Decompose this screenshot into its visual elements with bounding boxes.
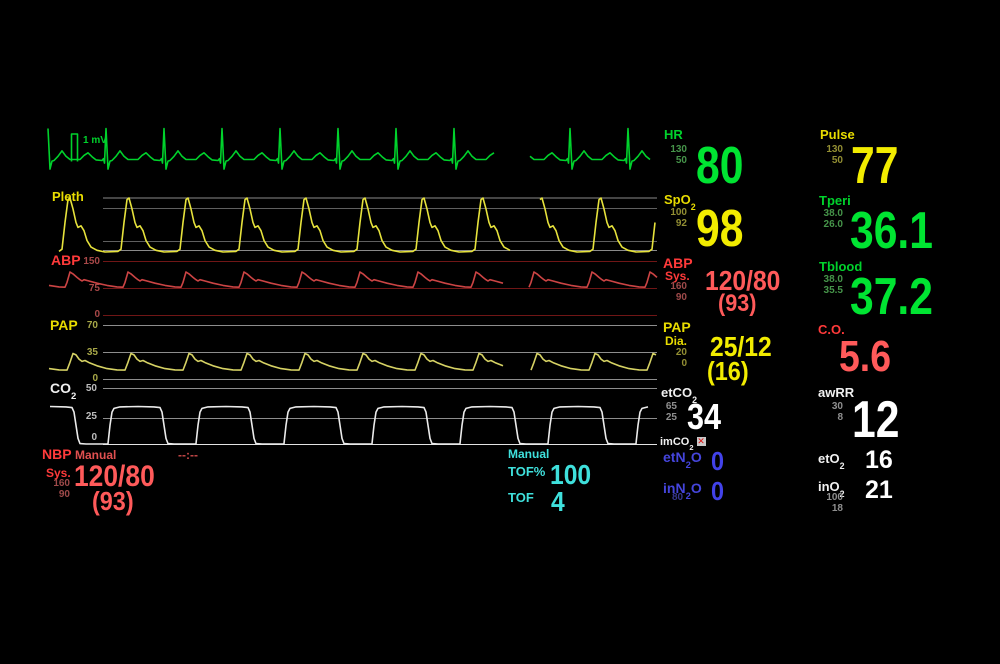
nbp-time: --:-- bbox=[178, 448, 198, 462]
tof-percent-value: 100 bbox=[550, 459, 592, 490]
nbp-mean: (93) bbox=[92, 486, 134, 516]
etco2-label: etCO2 bbox=[661, 385, 697, 405]
tblood-label: Tblood bbox=[819, 259, 863, 274]
ino2-limits: 100 18 bbox=[826, 492, 843, 514]
abp-label: ABP bbox=[663, 255, 693, 271]
spo2-label: SpO2 bbox=[664, 192, 696, 212]
co2-scale-25: 25 bbox=[85, 411, 97, 422]
tperi-value: 36.1 bbox=[850, 202, 933, 260]
tof-count-value: 4 bbox=[551, 486, 565, 517]
hr-limits: 130 50 bbox=[670, 144, 687, 166]
nbp-label: NBP bbox=[42, 446, 72, 462]
abp-limits: 160 90 bbox=[670, 281, 687, 303]
abp-scale-75: 75 bbox=[88, 283, 100, 294]
etco2-value: 34 bbox=[687, 396, 722, 437]
co-value: 5.6 bbox=[839, 332, 891, 381]
pulse-label: Pulse bbox=[820, 127, 855, 142]
abp-scale-150: 150 bbox=[83, 256, 100, 267]
inn2o-value: 0 bbox=[711, 476, 725, 506]
pulse-value: 77 bbox=[851, 137, 899, 195]
ino2-value: 21 bbox=[865, 476, 893, 504]
pulse-limits: 130 50 bbox=[826, 144, 843, 166]
pap-limits: 20 0 bbox=[675, 347, 687, 369]
tof-percent-label: TOF% bbox=[508, 464, 546, 479]
abp-wave-label[interactable]: ABP bbox=[51, 252, 81, 268]
waveform-abp bbox=[48, 271, 658, 288]
alarms-off-icon: ✕ bbox=[696, 436, 706, 446]
abp-sys-label: Sys. bbox=[665, 269, 690, 283]
pap-label: PAP bbox=[663, 319, 691, 335]
waveform-ecg bbox=[47, 127, 651, 170]
pap-scale-70: 70 bbox=[86, 320, 98, 331]
awrr-value: 12 bbox=[852, 391, 900, 449]
etn2o-value: 0 bbox=[711, 446, 725, 476]
hr-value: 80 bbox=[696, 137, 744, 195]
tblood-limits: 38.0 35.5 bbox=[823, 274, 843, 296]
spo2-limits: 100 92 bbox=[670, 207, 687, 229]
awrr-label: awRR bbox=[818, 385, 855, 400]
tblood-value: 37.2 bbox=[850, 268, 933, 326]
nbp-limits: 160 90 bbox=[53, 478, 70, 500]
etco2-limits: 65 25 bbox=[665, 401, 677, 423]
co2-wave-label[interactable]: CO2 bbox=[50, 380, 77, 402]
abp-mean: (93) bbox=[718, 290, 757, 317]
pap-dia-label: Dia. bbox=[665, 334, 688, 348]
etn2o-label: etN2O bbox=[663, 449, 702, 471]
pleth-wave-label[interactable]: Pleth bbox=[52, 189, 84, 204]
eto2-label: etO2 bbox=[818, 451, 845, 471]
tof-count-label: TOF bbox=[508, 490, 534, 505]
nbp-value: 120/80 bbox=[74, 460, 155, 493]
tof-mode-label: Manual bbox=[508, 447, 550, 461]
waveform-pleth bbox=[58, 197, 656, 253]
co2-scale-0: 0 bbox=[91, 432, 97, 443]
inn2o-label: inN2O bbox=[663, 480, 702, 502]
inn2o-limit: 80 bbox=[672, 492, 684, 503]
awrr-limits: 30 8 bbox=[831, 401, 843, 423]
tperi-label: Tperi bbox=[819, 193, 851, 208]
pap-value: 25/12 bbox=[710, 331, 772, 362]
imco2-label: imCO2✕ bbox=[660, 436, 706, 453]
ecg-cal-label: 1 mV bbox=[83, 135, 107, 146]
eto2-value: 16 bbox=[865, 446, 893, 474]
nbp-mode-label: Manual bbox=[75, 448, 117, 462]
ino2-label: inO2 bbox=[818, 479, 845, 499]
waveform-co2 bbox=[49, 405, 649, 445]
abp-scale-0: 0 bbox=[94, 309, 100, 320]
nbp-sys-label: Sys. bbox=[46, 466, 71, 480]
abp-value: 120/80 bbox=[705, 265, 781, 296]
co2-scale-50: 50 bbox=[85, 383, 97, 394]
pap-scale-35: 35 bbox=[86, 347, 98, 358]
pap-scale-0: 0 bbox=[92, 373, 98, 384]
hr-label: HR bbox=[664, 127, 683, 142]
waveform-pap bbox=[48, 352, 657, 371]
spo2-value: 98 bbox=[696, 200, 744, 258]
pap-wave-label[interactable]: PAP bbox=[50, 317, 78, 333]
co-label: C.O. bbox=[818, 322, 845, 337]
pap-mean: (16) bbox=[707, 356, 749, 386]
tperi-limits: 38.0 26.0 bbox=[823, 208, 843, 230]
